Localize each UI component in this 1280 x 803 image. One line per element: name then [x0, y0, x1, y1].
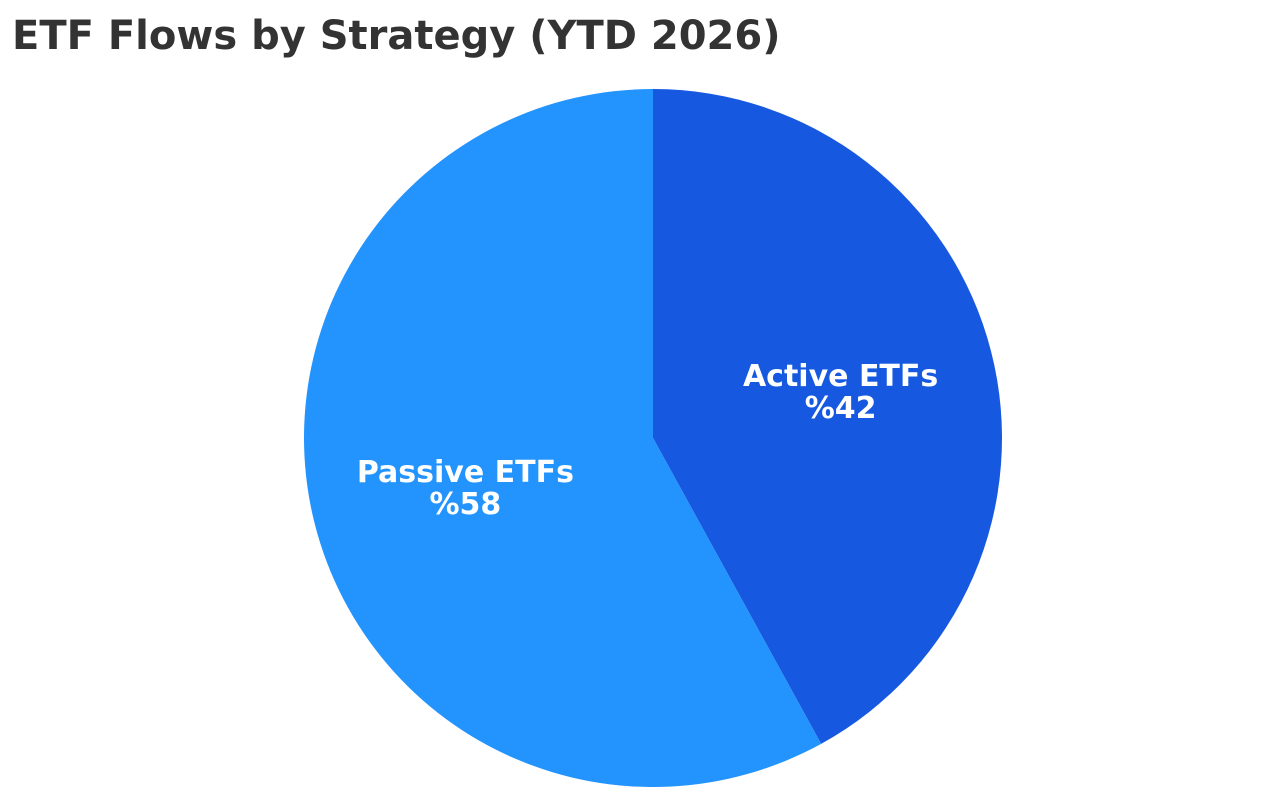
pie-slice-active-etfs-label: Active ETFs [743, 359, 938, 394]
pie-slice-passive-etfs-label: Passive ETFs [357, 455, 574, 490]
pie-slice-active-etfs [653, 89, 1003, 744]
pie-slices [304, 89, 1003, 787]
pie-slice-passive-etfs-value-label: %58 [429, 487, 501, 522]
pie-slice-active-etfs-value-label: %42 [805, 391, 877, 426]
slice-labels: Active ETFs%42 Passive ETFs%58 [357, 359, 938, 522]
pie-slice-passive-etfs [304, 89, 822, 787]
chart-title: ETF Flows by Strategy (YTD 2026) [12, 13, 781, 59]
